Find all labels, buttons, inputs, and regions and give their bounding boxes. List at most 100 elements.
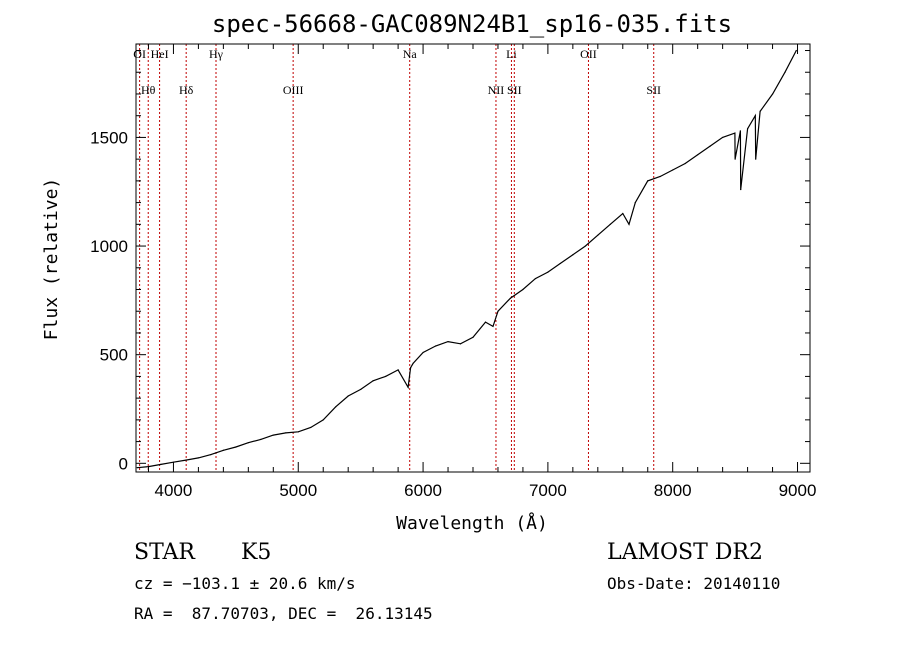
spectrum-point (185, 459, 187, 461)
spectrum-point (572, 254, 574, 256)
spectrum-point (409, 367, 412, 369)
chart-title: spec-56668-GAC089N24B1_sp16-035.fits (212, 10, 732, 38)
line-marker-label: Na (403, 47, 418, 61)
observation-date: Obs-Date: 20140110 (607, 574, 781, 593)
spectrum-point (247, 442, 249, 444)
spectrum-point (385, 375, 387, 378)
spectrum-point (472, 336, 474, 338)
line-marker-label: Hδ (179, 83, 194, 97)
spectrum-point (746, 128, 749, 130)
spectrum-point (534, 278, 537, 280)
survey-name: LAMOST DR2 (607, 540, 763, 565)
spectrum-point (297, 431, 299, 433)
line-marker-label: SII (507, 83, 522, 97)
spectrum-point (434, 345, 437, 347)
line-marker-label: NII (488, 83, 505, 97)
line-marker-label: OI (133, 47, 146, 61)
spectrum-point (647, 180, 649, 182)
spectrum-point (136, 467, 138, 469)
x-tick-label: 5000 (279, 481, 317, 500)
spectrum-point (222, 449, 224, 451)
spectrum-point (407, 386, 409, 388)
sky-coordinates: RA = 87.70703, DEC = 26.13145 (134, 604, 433, 623)
spectrum-point (559, 262, 561, 265)
spectrum-point (622, 212, 624, 215)
spectrum-point (197, 457, 200, 459)
spectrum-point (412, 362, 414, 364)
spectrum-point (795, 49, 797, 52)
spectrum-point (684, 162, 686, 165)
spectrum-point (497, 310, 499, 312)
spectrum-point (734, 132, 736, 134)
spectrum-point (697, 154, 699, 156)
line-marker-label: Hγ (209, 47, 224, 61)
spectrum-point (672, 169, 674, 171)
redshift-velocity: cz = −103.1 ± 20.6 km/s (134, 574, 356, 593)
x-tick-label: 6000 (404, 481, 442, 500)
x-axis-label: Wavelength (Å) (396, 512, 548, 534)
line-marker-label: Li (506, 47, 517, 61)
spectrum-point (754, 115, 756, 117)
line-marker-label: OII (580, 47, 597, 61)
spectrum-line (137, 50, 797, 469)
spectrum-point (709, 145, 711, 147)
spectrum-point (447, 341, 449, 343)
spectrum-series (136, 49, 797, 469)
spectrum-point (210, 454, 212, 456)
spectrum-point (547, 271, 549, 273)
spectrum-point (260, 438, 262, 441)
spectrum-point (459, 343, 462, 345)
spectrum-point (722, 136, 724, 139)
spectrum-point (584, 245, 586, 247)
object-class: STAR (134, 540, 195, 565)
spectrum-point (509, 297, 512, 299)
spectrum-point (322, 419, 324, 421)
spectrum-point (272, 434, 274, 436)
spectrum-point (484, 321, 487, 323)
spectral-subclass: K5 (241, 540, 272, 565)
y-tick-label: 1500 (90, 128, 128, 147)
spectrum-point (739, 130, 741, 132)
spectrum-point (347, 395, 349, 397)
line-marker-label: HeI (151, 47, 169, 61)
emission-line-markers: OI Hθ HeI Hδ Hγ OIII Na NII Li SII OII SII (133, 44, 661, 472)
spectrum-point (372, 380, 374, 382)
spectrum-point (147, 465, 150, 468)
spectrum-point (634, 201, 636, 204)
line-marker-label: Hθ (141, 83, 156, 97)
line-marker-label: OIII (283, 83, 304, 97)
spectrum-point (522, 288, 524, 291)
line-marker-label: SII (646, 83, 661, 97)
x-tick-label: 8000 (654, 481, 692, 500)
spectrum-point (734, 158, 736, 160)
y-tick-label: 1000 (90, 237, 128, 256)
spectrum-point (740, 188, 742, 191)
y-axis-ticks: 0 500 1000 1500 (90, 50, 810, 473)
spectrum-point (659, 175, 661, 178)
x-axis-ticks: 4000 5000 6000 7000 8000 9000 (147, 44, 817, 500)
spectrum-point (285, 432, 287, 434)
spectrum-point (360, 388, 362, 391)
spectrum-point (609, 223, 611, 225)
spectrum-point (310, 426, 312, 429)
spectrum-point (335, 406, 337, 408)
spectrum-point (759, 110, 761, 112)
spectrum-point (784, 71, 786, 73)
spectrum-point (397, 369, 399, 371)
spectrum-point (597, 234, 599, 236)
x-tick-label: 7000 (529, 481, 567, 500)
y-tick-label: 0 (119, 454, 128, 473)
spectrum-point (160, 463, 162, 465)
plot-frame (135, 43, 811, 473)
x-tick-label: 4000 (155, 481, 193, 500)
y-tick-label: 500 (100, 346, 128, 365)
spectrum-point (755, 158, 757, 160)
spectrum-point (235, 446, 237, 448)
spectrum-point (422, 351, 424, 354)
spectrum-point (771, 93, 774, 95)
spectrum-point (492, 325, 494, 328)
spectrum-point (628, 223, 630, 225)
x-tick-label: 9000 (779, 481, 817, 500)
y-axis-label: Flux (relative) (41, 178, 62, 341)
